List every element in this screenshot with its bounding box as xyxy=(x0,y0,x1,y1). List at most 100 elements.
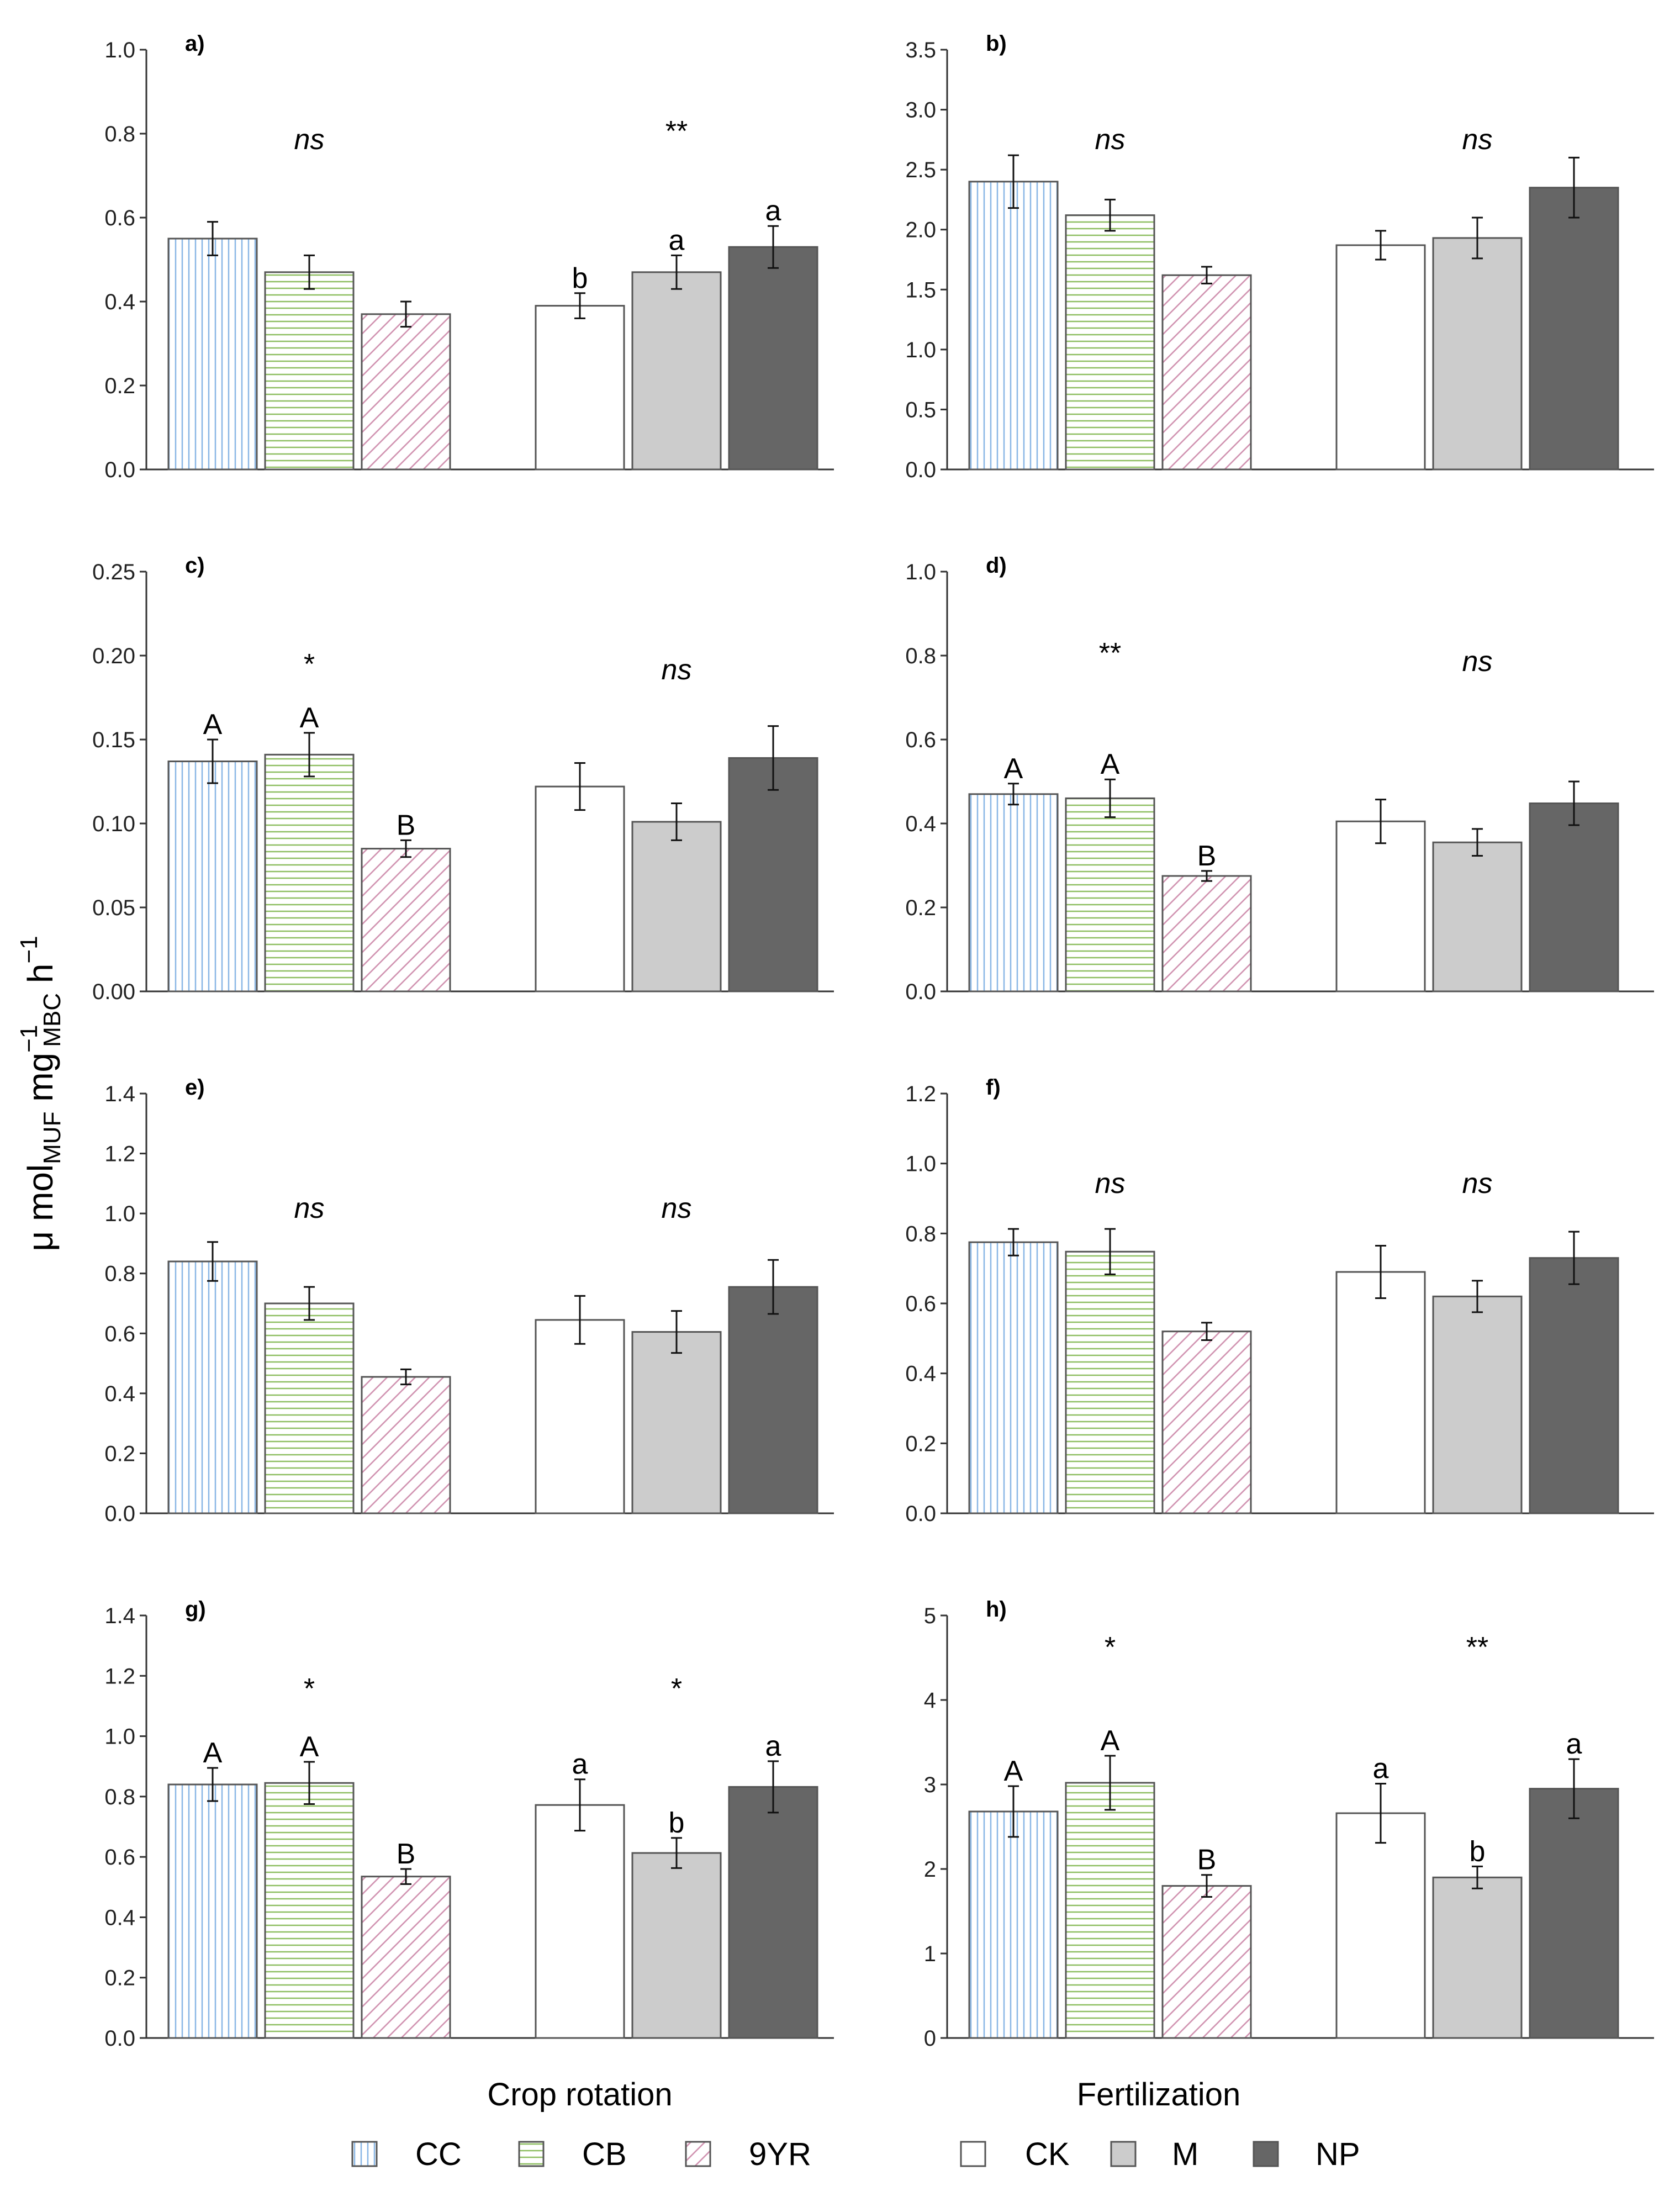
panel-c-bar-ck xyxy=(535,785,625,992)
panel-d-tick-label: 1.0 xyxy=(905,560,936,584)
panel-a-tick-label: 0.0 xyxy=(104,458,135,482)
panel-f-tick-label: 1.2 xyxy=(905,1082,936,1106)
panel-g-letter-np: a xyxy=(765,1730,781,1762)
panel-e-bar-m xyxy=(631,1331,722,1514)
panel-d-letter-cb: A xyxy=(1101,748,1120,780)
panel-b-bar-9yr xyxy=(1161,274,1252,471)
legend-label-cc: CC xyxy=(415,2136,462,2172)
panel-g-letter-9yr: B xyxy=(397,1838,416,1870)
panel-g-tick-label: 0.2 xyxy=(104,1966,135,1990)
panel-g-tick-label: 0.0 xyxy=(104,2026,135,2051)
panel-g-tick-label: 0.8 xyxy=(104,1785,135,1809)
x-label-crop-rotation: Crop rotation xyxy=(487,2077,672,2113)
panel-f-tick-label: 0.6 xyxy=(905,1292,936,1316)
panel-c-significance-crop: * xyxy=(304,648,315,680)
panel-e-bar-9yr xyxy=(361,1376,451,1514)
legend-swatch-ck xyxy=(960,2141,986,2167)
panel-e-tick-label: 1.0 xyxy=(104,1202,135,1226)
panel-f-significance-fert: ns xyxy=(1462,1168,1493,1200)
panel-a-significance-crop: ns xyxy=(294,124,325,156)
panel-b-significance-crop: ns xyxy=(1095,124,1126,156)
panel-a-bar-cb xyxy=(264,271,355,471)
panel-a-label: a) xyxy=(185,31,205,56)
panel-b-tick-label: 0.5 xyxy=(905,398,936,422)
panel-a-bar-np xyxy=(728,246,818,471)
panel-e-significance-crop: ns xyxy=(294,1192,325,1224)
panel-a-tick-label: 1.0 xyxy=(104,38,135,62)
panel-f-bar-cb xyxy=(1065,1250,1155,1514)
panel-h-letter-np: a xyxy=(1566,1728,1582,1760)
panel-c-letter-cc: A xyxy=(203,709,223,741)
panel-b-tick-label: 1.0 xyxy=(905,338,936,362)
panel-c-tick-label: 0.00 xyxy=(92,980,135,1004)
legend-swatch-np xyxy=(1253,2141,1279,2167)
panel-h-bar-ck xyxy=(1335,1812,1426,2039)
panel-e-tick-label: 0.2 xyxy=(104,1442,135,1466)
panel-e-tick-label: 0.8 xyxy=(104,1262,135,1286)
panel-c-tick-label: 0.25 xyxy=(92,560,135,584)
panel-d-significance-fert: ns xyxy=(1462,646,1493,678)
panel-a-tick-label: 0.2 xyxy=(104,374,135,398)
panel-b-tick-label: 3.0 xyxy=(905,98,936,123)
panel-e-tick-label: 1.4 xyxy=(104,1082,135,1106)
panel-c-letter-cb: A xyxy=(300,702,319,734)
panel-e-tick-label: 1.2 xyxy=(104,1142,135,1166)
panel-d-label: d) xyxy=(986,553,1007,578)
panel-g-significance-fert: * xyxy=(671,1673,682,1705)
legend-swatch-m xyxy=(1110,2141,1137,2167)
panel-d-tick-label: 0.6 xyxy=(905,728,936,752)
panel-c-letter-9yr: B xyxy=(397,809,416,841)
panel-b: 0.0 0.5 1.0 1.5 2.0 2.5 3.0 3.5 b) ns ns xyxy=(905,31,1654,482)
panel-a-bar-m xyxy=(631,271,722,471)
panel-a-letter-ck: b xyxy=(572,262,588,294)
panel-e-bar-cc xyxy=(167,1260,258,1514)
panel-d-tick-label: 0.8 xyxy=(905,644,936,668)
panel-h-bar-9yr xyxy=(1161,1885,1252,2039)
panel-b-bar-ck xyxy=(1335,244,1426,471)
panel-c-tick-label: 0.05 xyxy=(92,896,135,920)
panel-b-tick-label: 2.5 xyxy=(905,158,936,182)
panel-h-letter-9yr: B xyxy=(1197,1844,1217,1876)
panel-b-bar-np xyxy=(1529,187,1619,471)
panel-d-significance-crop: ** xyxy=(1099,637,1121,669)
panel-g-significance-crop: * xyxy=(304,1673,315,1705)
panel-b-bar-cc xyxy=(968,181,1059,471)
legend: CC CB 9YR CK M NP xyxy=(351,2136,1360,2172)
panel-d-tick-label: 0.4 xyxy=(905,812,936,836)
x-label-fertilization: Fertilization xyxy=(1077,2077,1241,2113)
legend-label-ck: CK xyxy=(1025,2136,1070,2172)
panel-h: 0 1 2 3 4 5 h) A A B * a b a ** xyxy=(924,1597,1654,2051)
panel-c: 0.00 0.05 0.10 0.15 0.20 0.25 c) A A B * ns xyxy=(92,553,834,1004)
panel-g-bar-np xyxy=(728,1786,818,2039)
panel-b-label: b) xyxy=(986,31,1007,56)
panel-h-tick-label: 4 xyxy=(924,1688,936,1713)
panel-b-bar-cb xyxy=(1065,214,1155,471)
panel-h-tick-label: 2 xyxy=(924,1857,936,1882)
panel-b-bar-m xyxy=(1432,237,1523,471)
panel-g-letter-cb: A xyxy=(300,1731,319,1763)
panel-d-bar-np xyxy=(1529,802,1619,992)
panel-d-tick-label: 0.0 xyxy=(905,980,936,1004)
panel-e-bar-np xyxy=(728,1286,818,1514)
panel-c-bar-m xyxy=(631,821,722,992)
y-axis-label: μ molMUF mg−1MBC h−1 xyxy=(15,936,66,1251)
panel-d-letter-9yr: B xyxy=(1197,840,1217,872)
panel-a-tick-label: 0.6 xyxy=(104,206,135,230)
panel-g-tick-label: 0.6 xyxy=(104,1845,135,1870)
legend-swatch-cc xyxy=(351,2141,378,2167)
panel-d-letter-cc: A xyxy=(1004,753,1023,785)
panel-d: 0.0 0.2 0.4 0.6 0.8 1.0 d) A A B ** ns xyxy=(905,553,1654,1004)
panel-d-tick-label: 0.2 xyxy=(905,896,936,920)
panel-h-significance-fert: ** xyxy=(1466,1631,1488,1664)
panel-e-bar-ck xyxy=(535,1319,625,1514)
panels: 0.00.20.40.60.81.0 a)nsbaa**0.00.51.01.52… xyxy=(92,31,1654,2051)
panel-c-bar-cc xyxy=(167,761,258,992)
panel-c-tick-label: 0.10 xyxy=(92,812,135,836)
legend-swatch-9yr xyxy=(685,2141,711,2167)
panel-e-label: e) xyxy=(185,1075,205,1100)
panel-a-tick-label: 0.4 xyxy=(104,290,135,314)
panel-f-bar-m xyxy=(1432,1295,1523,1514)
panel-a-letter-m: a xyxy=(669,224,685,256)
legend-label-np: NP xyxy=(1316,2136,1360,2172)
